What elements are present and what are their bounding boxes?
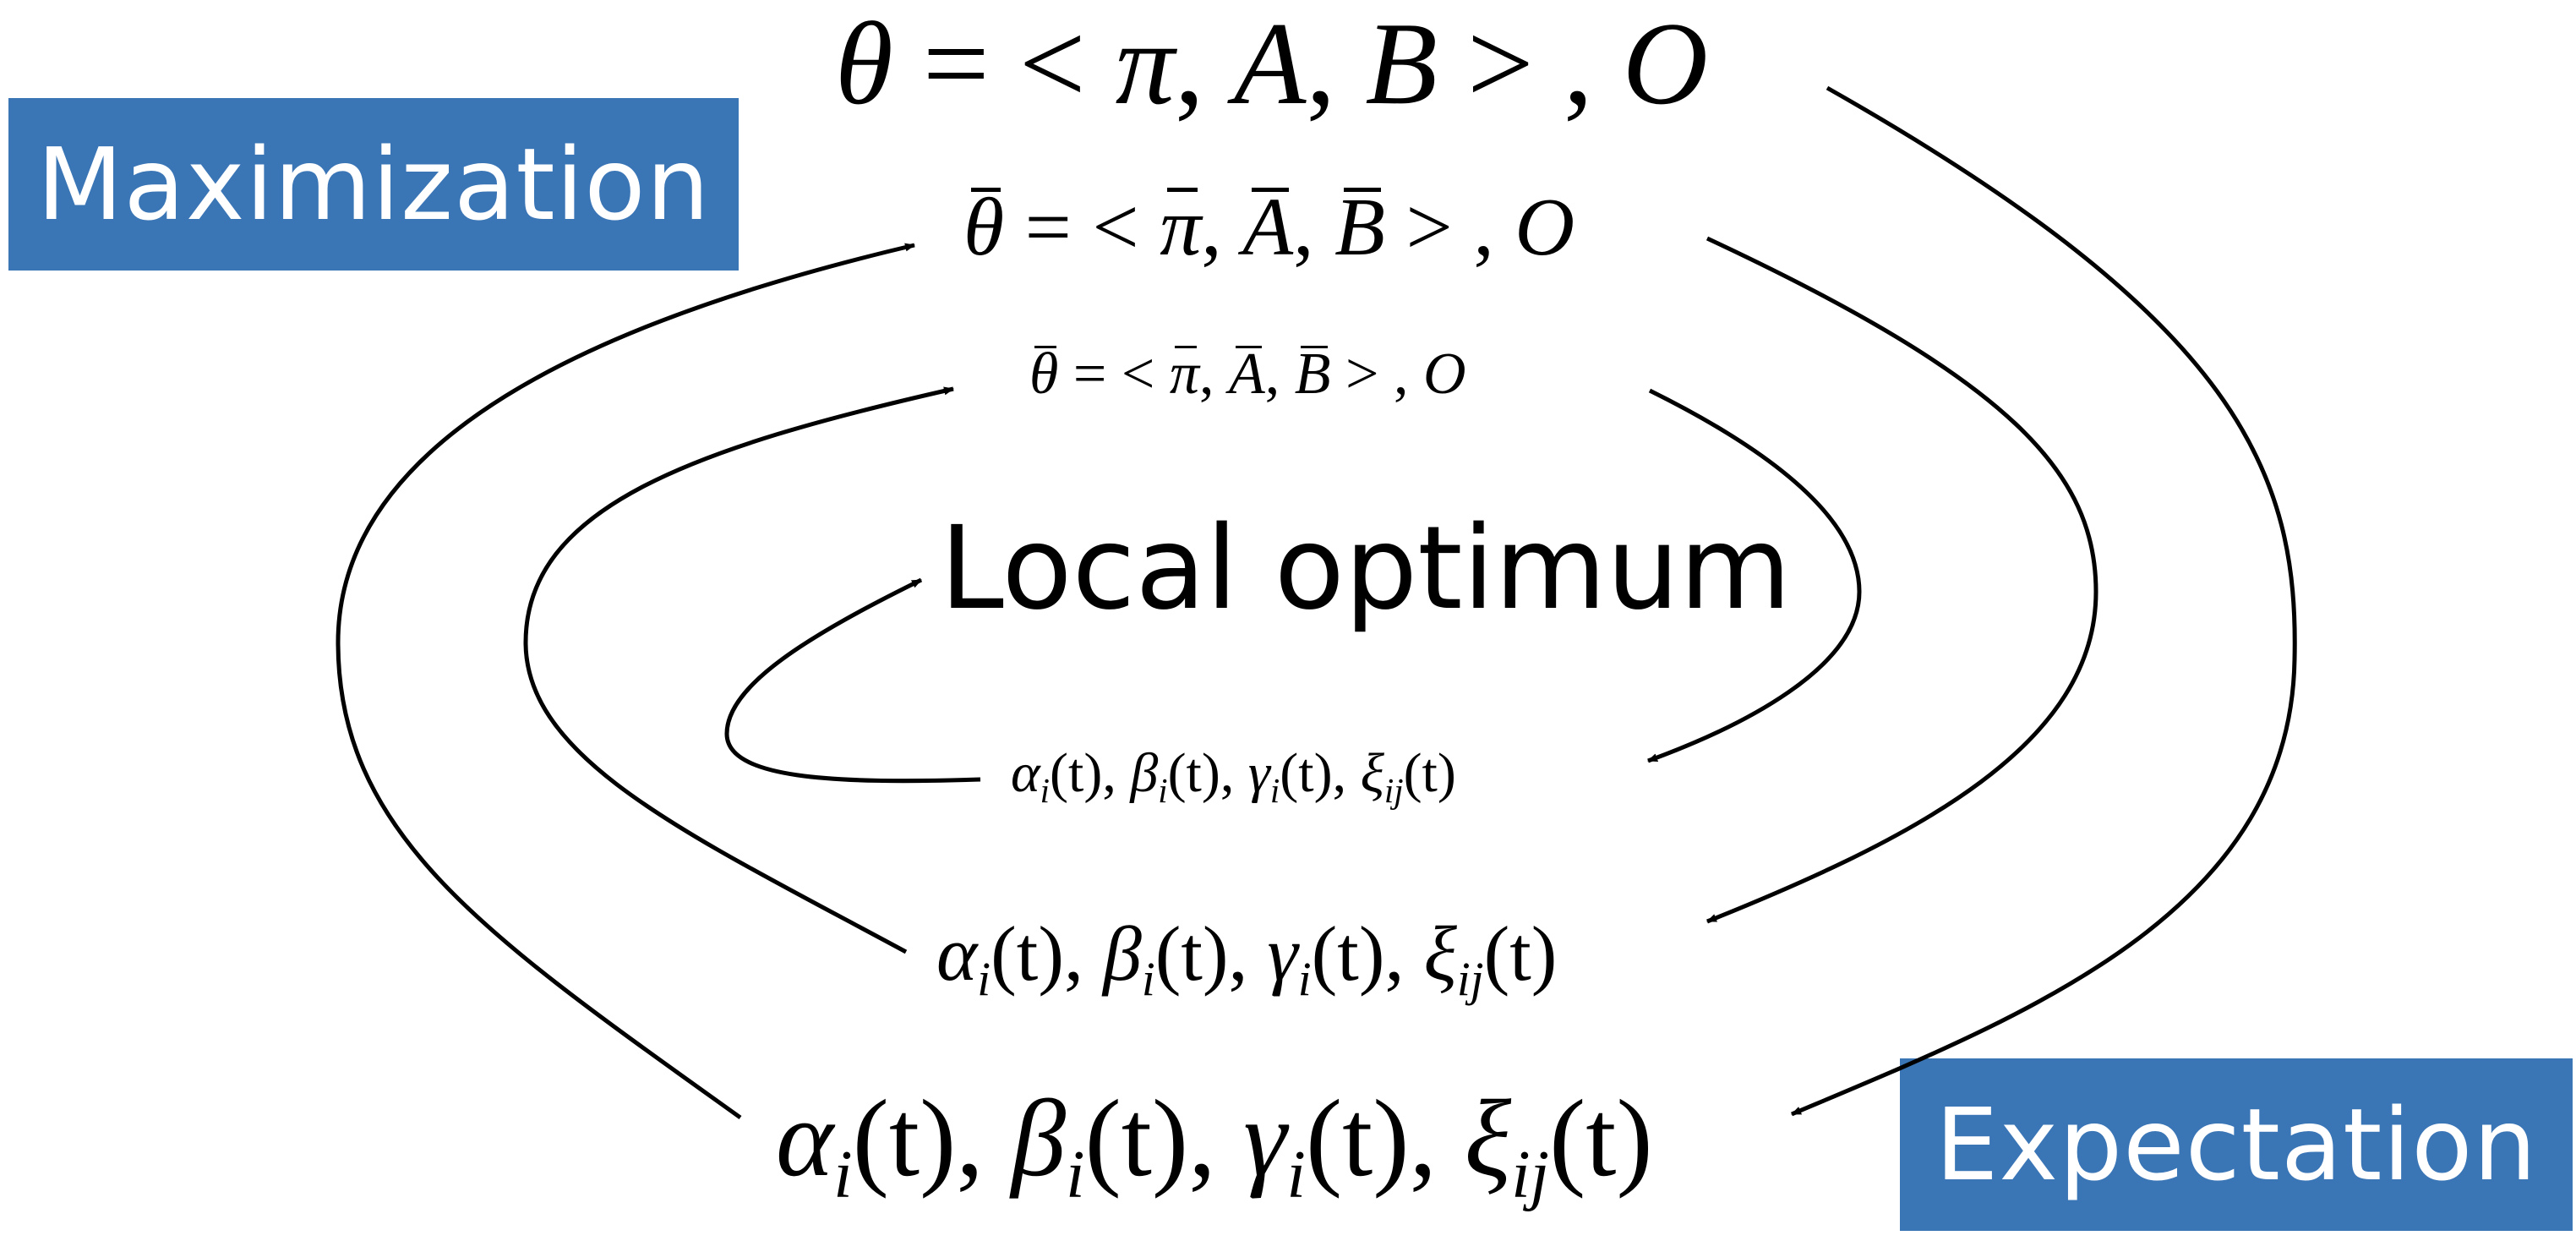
- expectation-terms-large: αi(t), βi(t), γi(t), ξij(t): [776, 1078, 1653, 1212]
- m-step-arrow-inner: [724, 577, 981, 784]
- params-formula-initial: θ = < π, A, B > , O: [835, 0, 1708, 129]
- expectation-terms-small: αi(t), βi(t), γi(t), ξij(t): [1011, 742, 1456, 811]
- local-optimum-label: Local optimum: [940, 502, 1792, 636]
- e-step-arrow-middle: [1706, 236, 2098, 924]
- m-step-arrow-middle: [523, 386, 954, 954]
- params-formula-updated-1: θ = < π, A, B > , O: [963, 182, 1575, 273]
- expectation-terms-medium: αi(t), βi(t), γi(t), ξij(t): [936, 910, 1558, 1007]
- e-step-arrow-inner: [1647, 388, 1862, 763]
- expectation-label: Expectation: [1900, 1058, 2573, 1231]
- e-step-arrow-outer: [1791, 85, 2297, 1117]
- m-step-arrow-outer: [336, 243, 915, 1120]
- maximization-label: Maximization: [8, 98, 739, 271]
- params-formula-updated-2: θ = < π, A, B > , O: [1029, 342, 1466, 407]
